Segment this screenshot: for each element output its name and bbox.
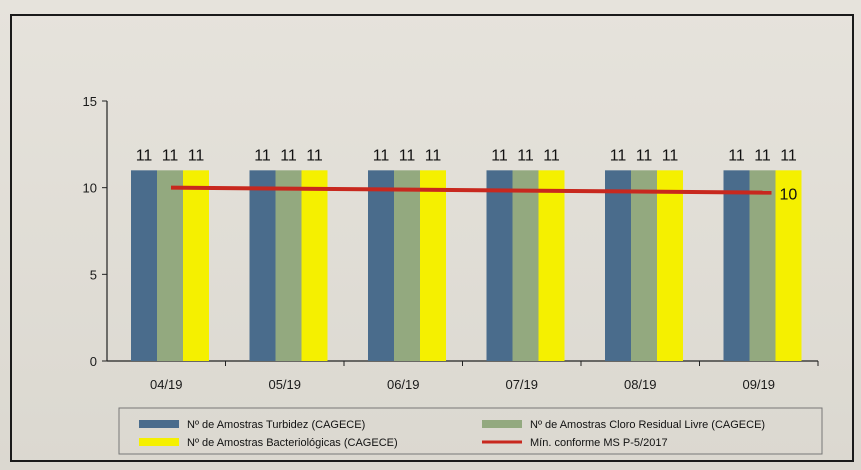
bar	[368, 170, 394, 361]
chart-border	[10, 14, 854, 462]
legend-label: Nº de Amostras Bacteriológicas (CAGECE)	[187, 437, 398, 449]
bar	[131, 170, 157, 361]
data-label: 11	[754, 147, 771, 164]
bar	[183, 170, 209, 361]
x-tick-label: 09/19	[742, 377, 775, 392]
legend-label: Nº de Amostras Turbidez (CAGECE)	[187, 419, 365, 431]
data-label: 11	[636, 147, 653, 164]
threshold-line-label: 10	[780, 187, 798, 204]
legend-swatch	[482, 420, 522, 428]
y-tick-label: 0	[90, 354, 97, 369]
bar	[538, 170, 565, 361]
bar	[420, 170, 446, 361]
data-label: 11	[425, 147, 442, 164]
bar	[275, 170, 302, 361]
data-label: 11	[517, 147, 534, 164]
data-label: 11	[136, 147, 153, 164]
bar	[749, 170, 776, 361]
threshold-line	[170, 185, 772, 195]
y-tick-label: 10	[83, 181, 97, 196]
bar	[631, 170, 657, 361]
x-tick-label: 05/19	[268, 377, 301, 392]
data-label: 11	[491, 147, 508, 164]
x-tick-label: 04/19	[150, 377, 183, 392]
bar	[657, 170, 683, 361]
bar	[157, 170, 183, 361]
data-label: 11	[610, 147, 627, 164]
data-label: 11	[543, 147, 560, 164]
legend-box	[118, 407, 823, 455]
bar	[394, 170, 420, 361]
y-tick-label: 5	[90, 267, 97, 282]
data-label: 11	[373, 147, 390, 164]
legend-swatch	[139, 420, 179, 428]
legend-label: Nº de Amostras Cloro Residual Livre (CAG…	[530, 419, 765, 431]
bar	[301, 170, 328, 361]
data-label: 11	[162, 147, 179, 164]
bar	[723, 170, 750, 361]
bar	[512, 170, 539, 361]
legend-swatch	[139, 438, 179, 446]
data-label: 11	[662, 147, 679, 164]
data-label: 11	[280, 147, 297, 164]
x-tick-label: 06/19	[387, 377, 420, 392]
x-tick-label: 07/19	[505, 377, 538, 392]
legend-label: Mín. conforme MS P-5/2017	[530, 437, 668, 449]
bar	[249, 170, 276, 361]
data-label: 11	[254, 147, 271, 164]
data-label: 11	[728, 147, 745, 164]
bar	[775, 170, 802, 361]
bar	[486, 170, 513, 361]
data-label: 11	[306, 147, 323, 164]
data-label: 11	[188, 147, 205, 164]
bar	[605, 170, 631, 361]
data-label: 11	[399, 147, 416, 164]
y-tick-label: 15	[83, 94, 97, 109]
data-label: 11	[780, 147, 797, 164]
x-tick-label: 08/19	[624, 377, 657, 392]
